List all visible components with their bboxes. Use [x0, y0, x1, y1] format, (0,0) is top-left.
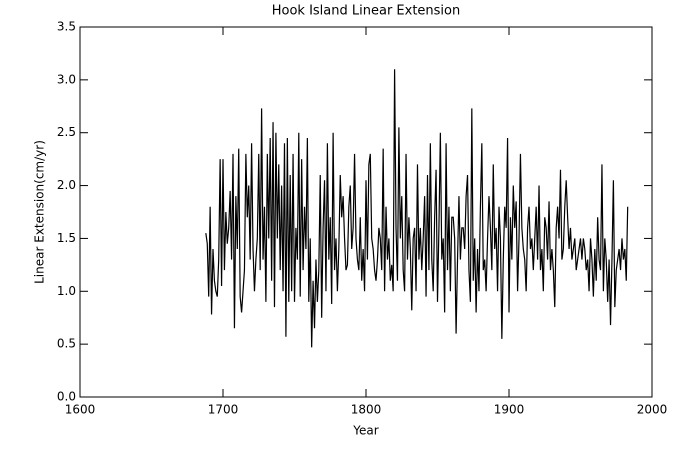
x-axis-label: Year [352, 424, 378, 438]
y-tick-label: 3.5 [57, 20, 76, 34]
y-tick-label: 1.0 [57, 284, 76, 298]
x-tick-label: 1600 [65, 403, 96, 417]
y-tick-label: 2.0 [57, 178, 76, 192]
y-tick-label: 0.0 [57, 390, 76, 404]
y-axis-label: Linear Extension(cm/yr) [33, 140, 47, 284]
y-tick-label: 1.5 [57, 231, 76, 245]
chart-title: Hook Island Linear Extension [272, 4, 461, 19]
y-tick-label: 0.5 [57, 337, 76, 351]
data-line [205, 69, 629, 348]
x-tick-label: 2000 [637, 403, 668, 417]
x-tick-label: 1900 [494, 403, 525, 417]
y-tick-label: 2.5 [57, 125, 76, 139]
y-tick-label: 3.0 [57, 72, 76, 86]
x-tick-label: 1700 [208, 403, 239, 417]
x-tick-label: 1800 [351, 403, 382, 417]
